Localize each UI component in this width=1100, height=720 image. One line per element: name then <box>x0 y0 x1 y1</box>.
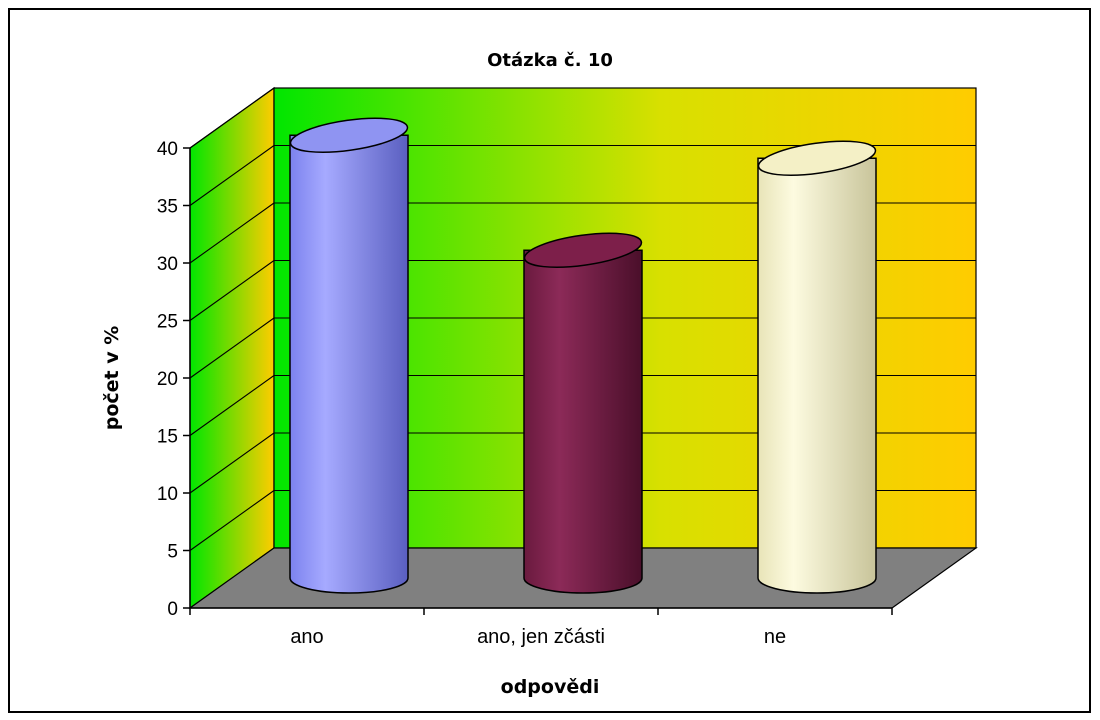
x-category-label: ano <box>290 626 323 648</box>
x-axis-categories: ano ano, jen zčásti ne <box>189 608 893 648</box>
y-tick-label: 0 <box>167 599 178 620</box>
y-tick-label: 35 <box>157 197 178 218</box>
gridline-side <box>189 145 275 206</box>
bar-body <box>289 134 409 594</box>
x-axis-label: odpovědi <box>501 676 600 698</box>
bar-top <box>523 232 643 268</box>
x-category-label: ne <box>764 626 786 648</box>
bar-body <box>523 249 643 594</box>
bar-body <box>757 157 877 594</box>
y-axis-ticks: 0 5 10 15 20 25 30 35 40 <box>157 139 190 620</box>
bar-0 <box>289 117 409 594</box>
y-tick-label: 25 <box>157 312 178 333</box>
y-tick-label: 15 <box>157 427 178 448</box>
bar-2 <box>757 140 877 594</box>
bar-top <box>289 117 409 153</box>
gridline-side <box>189 87 275 149</box>
y-tick-label: 40 <box>157 139 178 160</box>
gridline-side <box>189 317 275 379</box>
y-tick-label: 20 <box>157 369 178 390</box>
bars <box>289 117 877 594</box>
y-tick-label: 30 <box>157 254 178 275</box>
x-category-label: ano, jen zčásti <box>477 626 605 648</box>
y-tick-label: 5 <box>167 542 178 563</box>
gridline-side <box>189 432 275 494</box>
y-axis-label: počet v % <box>101 326 123 431</box>
gridline-side <box>189 375 275 436</box>
gridline-side <box>189 260 275 321</box>
gridline-side <box>189 202 275 264</box>
gridline-side <box>189 490 275 551</box>
y-tick-label: 10 <box>157 484 178 505</box>
chart-title: Otázka č. 10 <box>487 50 613 71</box>
bar-1 <box>523 232 643 594</box>
bar-top <box>757 140 877 176</box>
